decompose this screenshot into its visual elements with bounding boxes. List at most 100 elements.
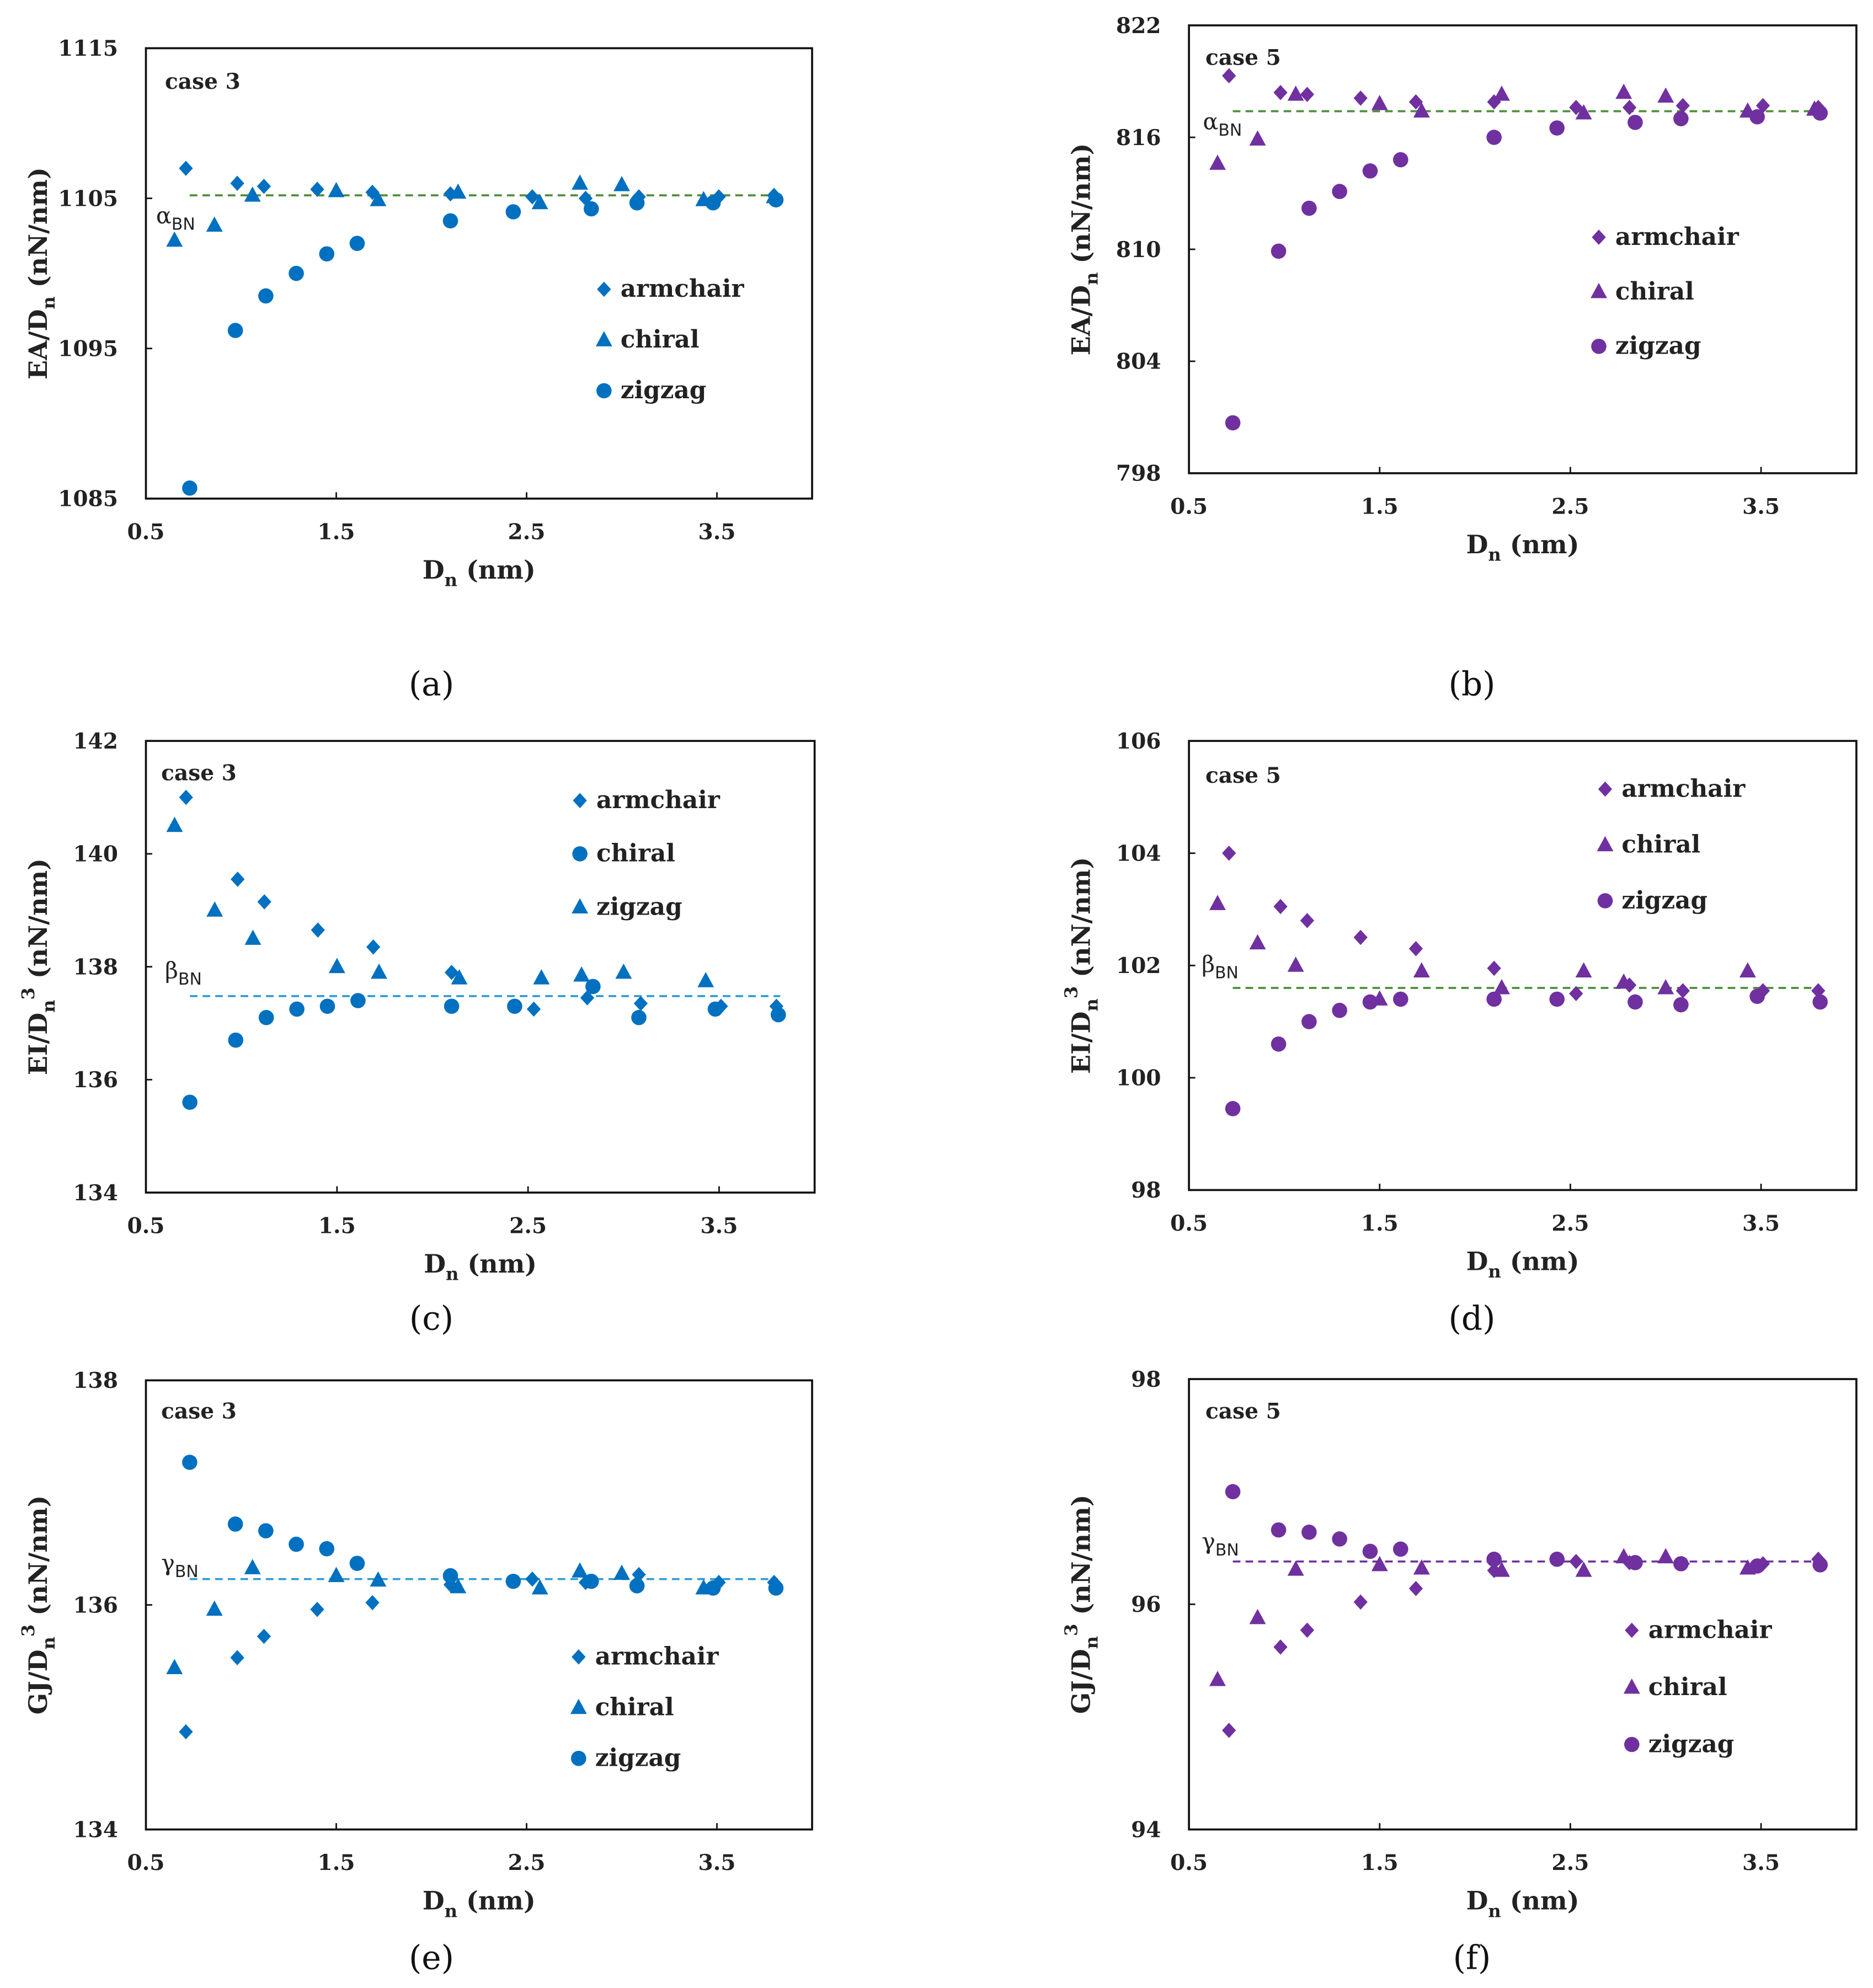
series-armchair [1222, 845, 1826, 1001]
x-axis-title-sub: n [1488, 544, 1501, 565]
data-point-triangle [1615, 1548, 1632, 1564]
data-point-triangle [1575, 104, 1592, 120]
data-point-circle [1362, 994, 1378, 1010]
data-point-circle [442, 213, 458, 229]
y-tick-label: 134 [73, 1817, 118, 1842]
y-tick-label: 798 [1116, 461, 1161, 487]
series-chiral [1209, 895, 1756, 1006]
data-point-diamond [1353, 90, 1368, 106]
data-point-diamond [179, 161, 193, 176]
reference-symbol: α [1203, 109, 1218, 135]
data-point-circle [289, 265, 304, 281]
y-axis-title-sub: n [38, 1000, 59, 1012]
data-point-circle [584, 1573, 599, 1589]
x-axis-title-unit: (nm) [458, 1249, 537, 1279]
y-axis-title: EI/Dn3 (nN/nm) [1061, 857, 1102, 1074]
data-point-triangle [166, 231, 183, 247]
data-point-circle [1392, 991, 1408, 1007]
y-tick-label: 810 [1116, 237, 1161, 263]
data-point-circle [1627, 115, 1643, 130]
data-point-circle [349, 236, 365, 252]
data-point-triangle [328, 958, 345, 974]
y-axis-title-unit: (nN/nm) [1066, 857, 1096, 986]
data-point-circle [1271, 1036, 1287, 1052]
data-point-diamond [1569, 986, 1583, 1001]
legend: armchair chiral zigzag [570, 1643, 719, 1772]
y-tick-label: 816 [1116, 125, 1161, 151]
data-point-triangle [370, 191, 387, 206]
reference-subscript: BN [178, 970, 202, 989]
y-axis-title-main: GJ/D [1066, 1649, 1096, 1714]
x-tick-label: 3.5 [1742, 1850, 1780, 1875]
reference-label: βBN [1202, 951, 1239, 982]
data-point-diamond [257, 894, 271, 910]
y-tick-label: 102 [1116, 953, 1161, 979]
legend-marker-triangle-icon [1597, 836, 1614, 852]
legend-label: zigzag [1615, 332, 1701, 360]
y-axis-title-main: EA/D [1066, 285, 1096, 355]
data-point-diamond [1675, 983, 1690, 998]
y-tick-label: 138 [73, 954, 118, 980]
legend-label: armchair [1648, 1616, 1773, 1644]
data-point-diamond [231, 872, 245, 887]
panel-label: (b) [1449, 665, 1496, 703]
series-zigzag [1225, 988, 1828, 1116]
x-tick-label: 0.5 [1170, 1850, 1208, 1875]
data-point-circle [705, 195, 721, 211]
y-tick-label: 140 [73, 842, 118, 867]
legend-marker-triangle-icon [572, 898, 589, 913]
y-tick-label: 106 [1116, 729, 1161, 754]
reference-subscript: BN [1218, 121, 1242, 140]
data-point-diamond [444, 965, 459, 980]
legend-marker-triangle-icon [595, 331, 612, 346]
y-axis-title: EA/Dn (nN/nm) [23, 167, 59, 380]
data-point-circle [1225, 415, 1241, 431]
reference-label: γBN [161, 1549, 199, 1581]
data-point-circle [1486, 991, 1502, 1007]
data-point-triangle [1615, 973, 1632, 989]
data-point-circle [1271, 243, 1287, 259]
data-point-diamond [1300, 913, 1315, 928]
data-point-circle [1812, 1557, 1828, 1573]
y-axis-title: EI/Dn3 (nN/nm) [18, 858, 59, 1075]
data-point-triangle [615, 963, 632, 979]
legend-label: chiral [621, 325, 700, 354]
data-point-triangle [1287, 1560, 1304, 1576]
x-tick-label: 3.5 [1742, 494, 1780, 520]
data-point-diamond [1408, 940, 1423, 956]
y-tick-label: 804 [1116, 349, 1161, 375]
data-point-circle [182, 480, 198, 496]
data-point-triangle [1615, 83, 1632, 99]
data-point-diamond [230, 1650, 244, 1665]
series-armchair [1222, 68, 1826, 115]
y-axis-title: GJ/Dn3 (nN/nm) [18, 1495, 59, 1715]
data-point-circle [631, 1009, 647, 1025]
legend: armchair chiral zigzag [1591, 223, 1739, 360]
data-point-diamond [1353, 1594, 1368, 1610]
data-point-circle [258, 1523, 274, 1538]
data-point-triangle [572, 174, 589, 190]
data-point-circle [1332, 184, 1347, 199]
data-point-circle [350, 993, 366, 1008]
reference-subscript: BN [1215, 1541, 1239, 1560]
data-point-circle [505, 1573, 521, 1589]
data-point-triangle [450, 183, 467, 199]
x-tick-label: 1.5 [318, 520, 355, 545]
x-axis-title-main: D [423, 1886, 445, 1916]
x-axis-title-sub: n [446, 1264, 458, 1285]
data-point-triangle [1249, 934, 1266, 950]
panel-label: (c) [409, 1299, 453, 1338]
panel-label: (d) [1449, 1299, 1496, 1338]
reference-symbol: γ [1202, 1528, 1215, 1554]
reference-subscript: BN [172, 215, 195, 234]
y-axis-title-sup: 3 [1061, 986, 1082, 998]
data-point-circle [1392, 152, 1408, 168]
data-point-triangle [1249, 1608, 1266, 1624]
data-point-circle [444, 998, 460, 1014]
legend-label: zigzag [595, 1744, 681, 1772]
legend-marker-diamond-icon [597, 281, 611, 297]
data-point-diamond [1222, 845, 1236, 861]
legend-label: armchair [1621, 774, 1746, 803]
